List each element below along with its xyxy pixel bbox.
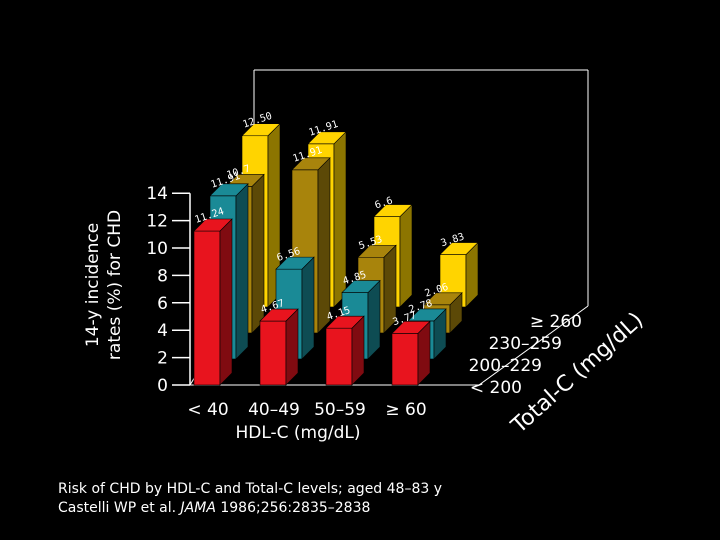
z-tick-label: 230–259 — [489, 334, 562, 354]
bar-top — [373, 204, 413, 217]
bar-top — [391, 321, 431, 334]
y-axis: 0 2 4 6 8 10 12 14 14-y incidence rates (%) for C… — [83, 184, 191, 396]
bar-front — [391, 333, 419, 386]
chart: 0 2 4 6 8 10 12 14 14-y incidence rates (%) for C… — [83, 69, 649, 443]
bar-side — [285, 308, 299, 386]
y-tick-label: 6 — [157, 294, 168, 314]
bar: 4.67 — [259, 298, 299, 386]
y-tick-label: 12 — [146, 212, 168, 232]
bar-front — [325, 327, 353, 386]
bar-top — [325, 315, 365, 329]
bar-top — [259, 308, 299, 322]
bar: 3.77 — [391, 310, 431, 386]
z-tick-label: 200–229 — [469, 356, 542, 376]
floor-right-edge — [478, 305, 589, 386]
y-tick-label: 2 — [157, 349, 168, 369]
bar: 4.15 — [325, 305, 365, 386]
bar-top — [241, 123, 281, 137]
x-tick-label: 40–49 — [248, 400, 300, 420]
y-tick-label: 4 — [157, 321, 168, 341]
y-axis-label: rates (%) for CHD — [105, 210, 125, 360]
caption: Risk of CHD by HDL-C and Total-C levels;… — [58, 480, 442, 518]
bar-front — [193, 230, 221, 386]
bar-top — [209, 183, 249, 197]
z-tick-label: < 200 — [470, 378, 522, 398]
bar-top — [423, 292, 463, 306]
x-tick-label: ≥ 60 — [385, 400, 426, 420]
bar: 11.24 — [193, 206, 233, 386]
bar-top — [275, 256, 315, 270]
bar-side — [235, 183, 249, 360]
bar-top — [193, 218, 233, 232]
bar-side — [367, 279, 381, 360]
bar: 3.83 — [439, 231, 479, 308]
y-tick-label: 10 — [146, 239, 168, 259]
bar-top — [291, 157, 331, 171]
caption-line-1: Risk of CHD by HDL-C and Total-C levels;… — [58, 481, 443, 497]
bar-top — [357, 244, 397, 258]
data-label: 6.6 — [374, 195, 395, 211]
y-tick-label: 14 — [146, 184, 168, 204]
bar-top — [307, 131, 347, 145]
caption-line-2: Castelli WP et al. JAMA 1986;256:2835–28… — [58, 499, 442, 518]
bar-side — [219, 218, 233, 386]
x-tick-label: < 40 — [187, 400, 228, 420]
citation-authors: Castelli WP et al. — [58, 500, 181, 516]
x-axis: < 40 40–49 50–59 ≥ 60 HDL-C (mg/dL) — [187, 400, 426, 443]
bar-front — [259, 320, 287, 386]
citation-volume: 1986;256:2835–2838 — [215, 500, 371, 516]
x-axis-label: HDL-C (mg/dL) — [235, 423, 360, 443]
x-tick-label: 50–59 — [314, 400, 366, 420]
y-axis-label: 14-y incidence — [83, 223, 103, 347]
bars: 12.50 11.916.63.8310.711.915.532.0611.916… — [193, 111, 479, 386]
citation-journal: JAMA — [180, 500, 216, 516]
bar-side — [301, 256, 315, 360]
bar-top — [341, 280, 381, 293]
z-tick-label: ≥ 260 — [530, 312, 582, 332]
y-tick-label: 8 — [157, 266, 168, 286]
bar-top — [439, 242, 479, 255]
bar-top — [407, 308, 447, 322]
bar-side — [399, 203, 413, 308]
y-tick-label: 0 — [157, 376, 168, 396]
bar-side — [317, 157, 331, 334]
